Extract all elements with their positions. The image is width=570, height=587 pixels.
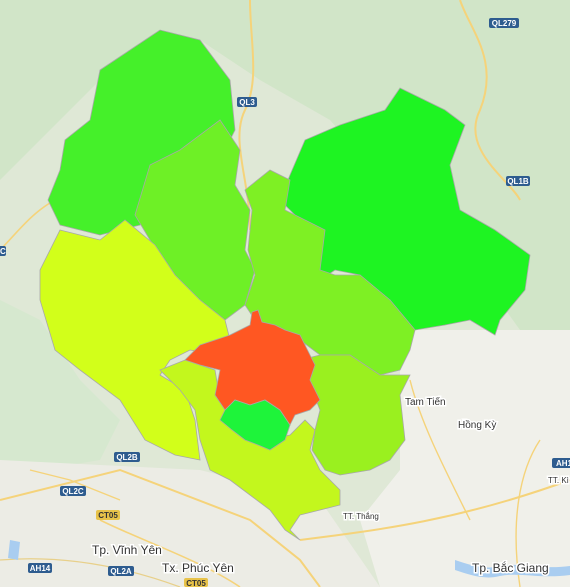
district-layer [39, 29, 531, 541]
district-south-east[interactable] [299, 354, 411, 476]
road-shield-ql2c: QL2C [60, 486, 86, 496]
place-label-bac-giang: Tp. Bắc Giang [472, 560, 549, 575]
svg-text:QL1B: QL1B [507, 177, 529, 186]
svg-text:QL279: QL279 [492, 19, 517, 28]
svg-text:AH1: AH1 [556, 459, 570, 468]
svg-text:QL2B: QL2B [116, 453, 138, 462]
road-shield-ah14: AH14 [28, 563, 52, 573]
road-shield-ql1b: QL1B [506, 176, 530, 186]
place-label-phuc-yen: Tx. Phúc Yên [162, 561, 234, 575]
road-shield-ct05-north: CT05 [96, 510, 120, 520]
road-shield-ql3: QL3 [237, 97, 257, 107]
svg-text:QL2C: QL2C [62, 487, 84, 496]
district-south-small[interactable] [219, 399, 291, 451]
place-label-tam-tien: Tam Tiến [405, 396, 446, 408]
svg-text:C: C [0, 247, 6, 256]
road-shield-ah1: AH1 [552, 458, 570, 468]
road-shield-ql279: QL279 [489, 18, 519, 28]
place-label-layer: Tam Tiến Hồng Kỳ TT. Thắng Tp. Vĩnh Yên … [91, 395, 570, 577]
place-label-vinh-yen: Tp. Vĩnh Yên [92, 543, 162, 557]
road-shield-ql2b: QL2B [114, 452, 140, 462]
svg-text:CT05: CT05 [186, 579, 206, 587]
place-label-tt-ki: TT. Kì [548, 476, 569, 485]
district-center[interactable] [244, 169, 416, 376]
place-label-hong-ky: Hồng Kỳ [458, 419, 496, 431]
svg-text:CT05: CT05 [98, 511, 118, 520]
place-label-tt-thang: TT. Thắng [343, 512, 379, 521]
road-shield-layer: QL279 QL3 QL1B QL2B QL2C CT05 AH14 QL2A [0, 18, 570, 587]
district-west[interactable] [39, 219, 231, 461]
road-shield-ct05-south: CT05 [184, 578, 208, 587]
svg-text:AH14: AH14 [30, 564, 51, 573]
district-city[interactable] [184, 309, 321, 426]
road-shield-edge-c: C [0, 246, 6, 256]
svg-text:QL3: QL3 [239, 98, 255, 107]
svg-text:QL2A: QL2A [110, 567, 132, 576]
road-shield-ql2a: QL2A [108, 566, 134, 576]
